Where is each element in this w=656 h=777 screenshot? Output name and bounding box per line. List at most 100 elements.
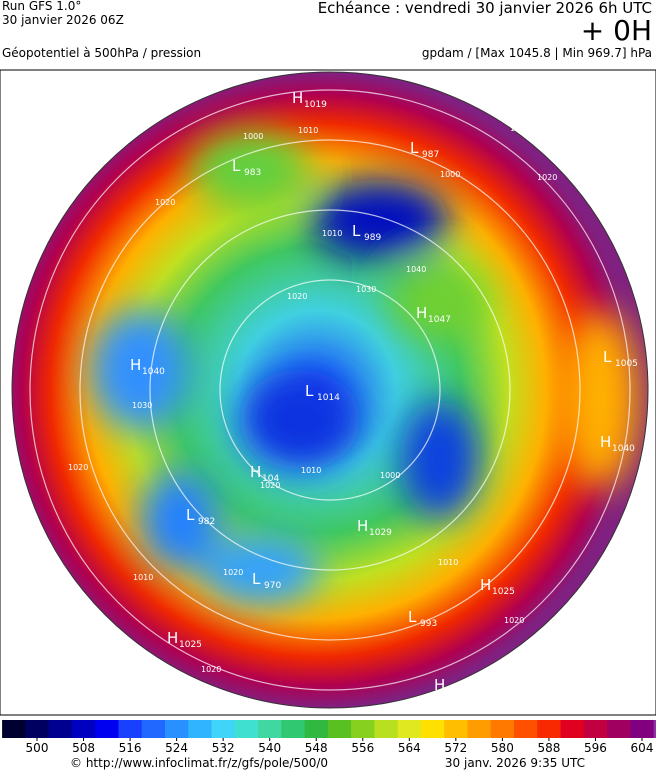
colorbar-swatch (444, 720, 468, 738)
isobar-label: 1020 (260, 481, 280, 490)
center-kind: L (408, 608, 417, 626)
colorbar-label: 516 (119, 741, 142, 755)
colorbar-label: 532 (212, 741, 235, 755)
map-disc (12, 72, 648, 708)
colorbar-swatch (653, 720, 656, 738)
center-kind: H (357, 517, 368, 535)
center-value: 1029 (369, 528, 392, 538)
isobar-label: 1010 (438, 558, 458, 567)
center-kind: L (352, 222, 361, 240)
colorbar-swatch (304, 720, 329, 738)
isobar-label: 1020 (504, 616, 524, 625)
colorbar-swatch (351, 720, 375, 738)
center-value: 983 (244, 168, 261, 178)
colorbar-label: 500 (26, 741, 49, 755)
center-value: 970 (264, 581, 281, 591)
forecast-offset: + 0H (581, 14, 652, 47)
center-value: 1025 (179, 640, 202, 650)
isobar-label: 1010 (322, 229, 342, 238)
colorbar-swatch (211, 720, 236, 738)
colorbar-swatch (420, 720, 445, 738)
center-value: 982 (198, 517, 215, 527)
colorbar-swatch (607, 720, 631, 738)
colorbar-label: 524 (165, 741, 188, 755)
run-date: 30 janvier 2026 06Z (2, 13, 124, 27)
center-kind: L (186, 506, 195, 524)
isobar-label: 1020 (223, 568, 243, 577)
colorbar-label: 508 (72, 741, 95, 755)
colorbar-swatch (537, 720, 562, 738)
colorbar-swatch (25, 720, 50, 738)
isobar-label: 1010 (133, 573, 153, 582)
colorbar-label: 548 (305, 741, 328, 755)
source-url: © http://www.infoclimat.fr/z/gfs/pole/50… (70, 756, 328, 770)
colorbar-label: 604 (631, 741, 654, 755)
center-kind: L (232, 157, 241, 175)
center-kind: H (434, 676, 445, 694)
center-kind: H (480, 576, 491, 594)
colorbar-swatch (188, 720, 213, 738)
isobar-label: 1010 (510, 124, 530, 133)
isobar-label: 1020 (155, 198, 175, 207)
colorbar-label: 564 (398, 741, 421, 755)
center-value: 1025 (492, 587, 515, 597)
center-kind: L (410, 139, 419, 157)
isobar-label: 1020 (68, 463, 88, 472)
isobar-label: 1000 (440, 170, 460, 179)
colorbar-label: 588 (537, 741, 560, 755)
center-kind: L (252, 570, 261, 588)
colorbar-swatch (560, 720, 585, 738)
center-value: 987 (422, 150, 439, 160)
units: gpdam / [Max 1045.8 | Min 969.7] hPa (422, 46, 652, 60)
center-kind: H (250, 463, 261, 481)
colorbar-swatch (281, 720, 306, 738)
center-kind: H (600, 433, 611, 451)
colorbar-label: 580 (491, 741, 514, 755)
colorbar-label: 572 (444, 741, 467, 755)
colorbar-swatch (141, 720, 166, 738)
center-value: 1014 (317, 393, 340, 403)
colorbar-swatch (397, 720, 422, 738)
isobar-label: 1010 (298, 126, 318, 135)
center-value: 104 (262, 474, 279, 484)
isobar-label: 1010 (301, 466, 321, 475)
center-kind: H (167, 629, 178, 647)
run-label: Run GFS 1.0° (2, 0, 81, 13)
colorbar-swatch (327, 720, 352, 738)
center-value: 1040 (142, 367, 165, 377)
colorbar-swatch (118, 720, 143, 738)
isobar-label: 1020 (287, 292, 307, 301)
center-kind: H (130, 356, 141, 374)
isobar-label: 1030 (356, 285, 376, 294)
isobar-label: 1030 (132, 401, 152, 410)
center-value: 989 (364, 233, 381, 243)
isobar-label: 1009 (10, 501, 30, 510)
isobar-label: 1000 (243, 132, 263, 141)
center-value: 1005 (615, 359, 638, 369)
colorbar-swatch (467, 720, 492, 738)
colorbar-swatch (374, 720, 399, 738)
colorbar-label: 596 (584, 741, 607, 755)
colorbar-swatch (258, 720, 282, 738)
colorbar-swatch (164, 720, 189, 738)
colorbar-swatch (490, 720, 515, 738)
colorbar-swatch (583, 720, 608, 738)
colorbar-swatch (71, 720, 96, 738)
isobar-label: 1000 (380, 471, 400, 480)
center-kind: H (292, 89, 303, 107)
colorbar-swatch (48, 720, 73, 738)
center-kind: L (603, 348, 612, 366)
center-value: 1040 (612, 444, 635, 454)
forecast-time: Echéance : vendredi 30 janvier 2026 6h U… (318, 0, 652, 17)
colorbar-swatch (2, 720, 26, 738)
isobar-label: 1040 (406, 265, 426, 274)
isobar-label: 1020 (537, 173, 557, 182)
colorbar-swatch (95, 720, 119, 738)
center-kind: H (416, 304, 427, 322)
colorbar-swatch (234, 720, 259, 738)
isobar-label: 1020 (201, 665, 221, 674)
center-value: 1047 (428, 315, 451, 325)
colorbar-label: 540 (258, 741, 281, 755)
